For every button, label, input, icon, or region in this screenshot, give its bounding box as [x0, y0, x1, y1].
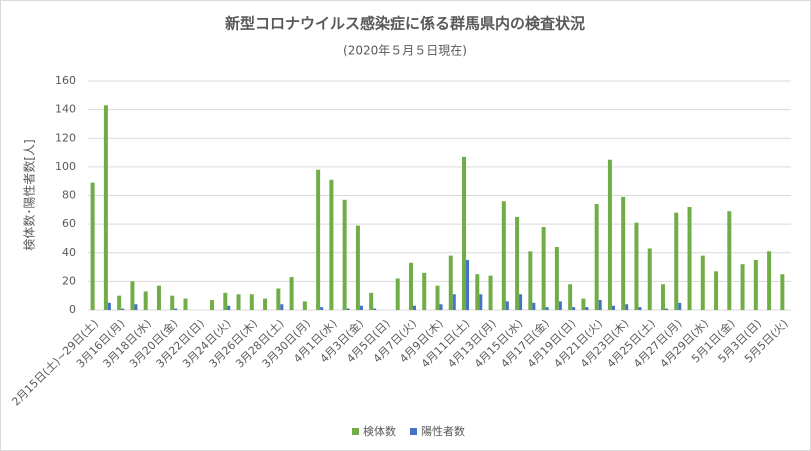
bar: [505, 301, 509, 310]
bar: [687, 206, 692, 310]
y-tick-label: 20: [62, 274, 76, 287]
bar: [359, 305, 363, 310]
bar: [316, 169, 321, 310]
bar: [740, 264, 745, 310]
bar: [346, 308, 350, 310]
bar: [170, 295, 175, 310]
bar: [545, 307, 549, 310]
bar: [532, 302, 536, 310]
bar: [598, 299, 602, 310]
bar: [342, 199, 347, 310]
bar: [280, 304, 284, 310]
bar: [227, 305, 231, 310]
bar: [329, 179, 334, 310]
bar: [373, 308, 377, 310]
bar: [302, 301, 307, 310]
bar: [134, 304, 138, 310]
bar: [572, 307, 576, 310]
bar: [780, 274, 785, 310]
bar: [700, 255, 705, 310]
bar: [412, 305, 416, 310]
bar: [501, 201, 506, 310]
y-tick-label: 60: [62, 217, 76, 230]
bar: [395, 278, 400, 310]
bar: [558, 301, 562, 310]
bar: [174, 308, 178, 310]
chart-title: 新型コロナウイルス感染症に係る群馬県内の検査状況: [225, 15, 585, 33]
bar: [515, 216, 520, 310]
bar: [130, 281, 135, 310]
y-tick-label: 160: [55, 74, 76, 87]
y-tick-label: 100: [55, 160, 76, 173]
bar: [585, 307, 589, 310]
y-tick-label: 40: [62, 246, 76, 259]
bar: [634, 222, 639, 310]
bar: [263, 298, 268, 310]
y-tick-label: 0: [69, 303, 76, 316]
bar: [156, 285, 161, 310]
bar: [103, 105, 108, 310]
legend-swatch: [352, 428, 359, 435]
bar: [581, 298, 586, 310]
bar: [519, 294, 523, 310]
bar: [249, 294, 254, 310]
bar: [767, 251, 772, 310]
chart-subtitle: (2020年５月５日現在): [343, 44, 467, 58]
bar: [236, 294, 241, 310]
y-tick-label: 140: [55, 103, 76, 116]
bar: [107, 302, 111, 310]
y-tick-label: 80: [62, 189, 76, 202]
bar: [448, 255, 453, 310]
bar: [439, 304, 443, 310]
bar: [355, 225, 360, 310]
bar: [289, 277, 294, 310]
bar: [90, 182, 95, 310]
bar: [479, 294, 483, 310]
bar: [276, 288, 281, 310]
bar: [727, 211, 732, 310]
bar: [625, 304, 629, 310]
bar: [475, 274, 480, 310]
bar: [664, 308, 668, 310]
bar: [714, 271, 719, 310]
bar: [607, 159, 612, 310]
bar: [621, 196, 626, 310]
bar: [223, 292, 228, 310]
bar: [568, 284, 573, 310]
bar: [660, 284, 665, 310]
bar: [541, 226, 546, 310]
y-axis-label: 検体数･陽性者数[人]: [22, 139, 37, 250]
bar: [462, 156, 467, 310]
bar: [143, 291, 148, 310]
bar: [674, 212, 679, 310]
bar: [422, 272, 427, 310]
bar: [611, 305, 615, 310]
bar: [183, 298, 188, 310]
bar: [117, 295, 122, 310]
bar: [678, 302, 682, 310]
bar: [647, 248, 652, 310]
legend-label: 陽性者数: [421, 424, 465, 438]
bar: [121, 308, 125, 310]
bar: [210, 299, 215, 310]
bar: [466, 259, 470, 310]
legend-label: 検体数: [363, 424, 396, 438]
bar: [452, 294, 456, 310]
bar: [435, 285, 440, 310]
legend-swatch: [410, 428, 417, 435]
bar: [320, 307, 324, 310]
bar: [408, 262, 413, 310]
bar: [638, 307, 642, 310]
bar: [528, 251, 533, 310]
bar: [554, 247, 559, 310]
bar: [594, 204, 599, 310]
y-tick-label: 120: [55, 131, 76, 144]
bar: [488, 275, 493, 310]
bar: [369, 292, 374, 310]
bar: [753, 259, 758, 310]
